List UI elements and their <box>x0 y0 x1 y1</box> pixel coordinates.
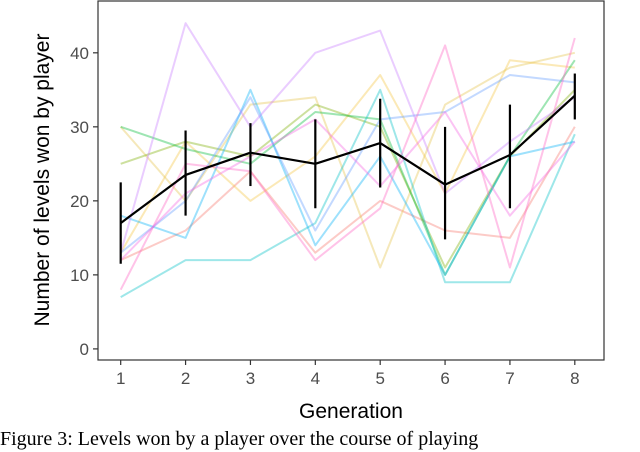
player-lines <box>119 22 576 298</box>
y-tick-label-20: 20 <box>70 192 89 211</box>
player-line-3 <box>119 51 576 269</box>
x-axis: 1 2 3 4 5 6 7 8 <box>116 360 580 388</box>
player-line-6 <box>120 88 576 298</box>
player-line-8 <box>120 74 575 254</box>
mean-line-layer <box>119 73 576 264</box>
player-line-9 <box>119 22 576 253</box>
player-line-2 <box>119 59 575 254</box>
x-tick-label-5: 5 <box>375 369 384 388</box>
x-tick-label-2: 2 <box>181 369 190 388</box>
figure-caption: Figure 3: Levels won by a player over th… <box>0 428 479 450</box>
player-line-7 <box>120 88 576 276</box>
y-axis: 0 10 20 30 40 <box>70 44 98 359</box>
y-axis-title: Number of levels won by player <box>31 34 54 327</box>
player-line-5 <box>120 59 576 276</box>
x-tick-label-1: 1 <box>116 369 125 388</box>
line-chart: 0 10 20 30 40 1 2 3 4 5 6 7 8 Generation Number of … <box>31 0 605 423</box>
x-tick-label-7: 7 <box>505 369 514 388</box>
mean-line <box>120 94 576 224</box>
y-tick-label-30: 30 <box>70 118 89 137</box>
x-tick-label-3: 3 <box>246 369 255 388</box>
plot-panel-border <box>97 0 605 361</box>
y-tick-label-0: 0 <box>80 340 89 359</box>
x-axis-title: Generation <box>299 400 403 423</box>
player-line-4 <box>120 89 576 269</box>
y-tick-label-10: 10 <box>70 266 89 285</box>
player-line-1 <box>120 126 576 262</box>
x-tick-label-8: 8 <box>570 369 579 388</box>
player-line-10 <box>119 37 576 291</box>
y-tick-label-40: 40 <box>70 44 89 63</box>
x-tick-label-6: 6 <box>440 369 449 388</box>
x-tick-label-4: 4 <box>311 369 320 388</box>
